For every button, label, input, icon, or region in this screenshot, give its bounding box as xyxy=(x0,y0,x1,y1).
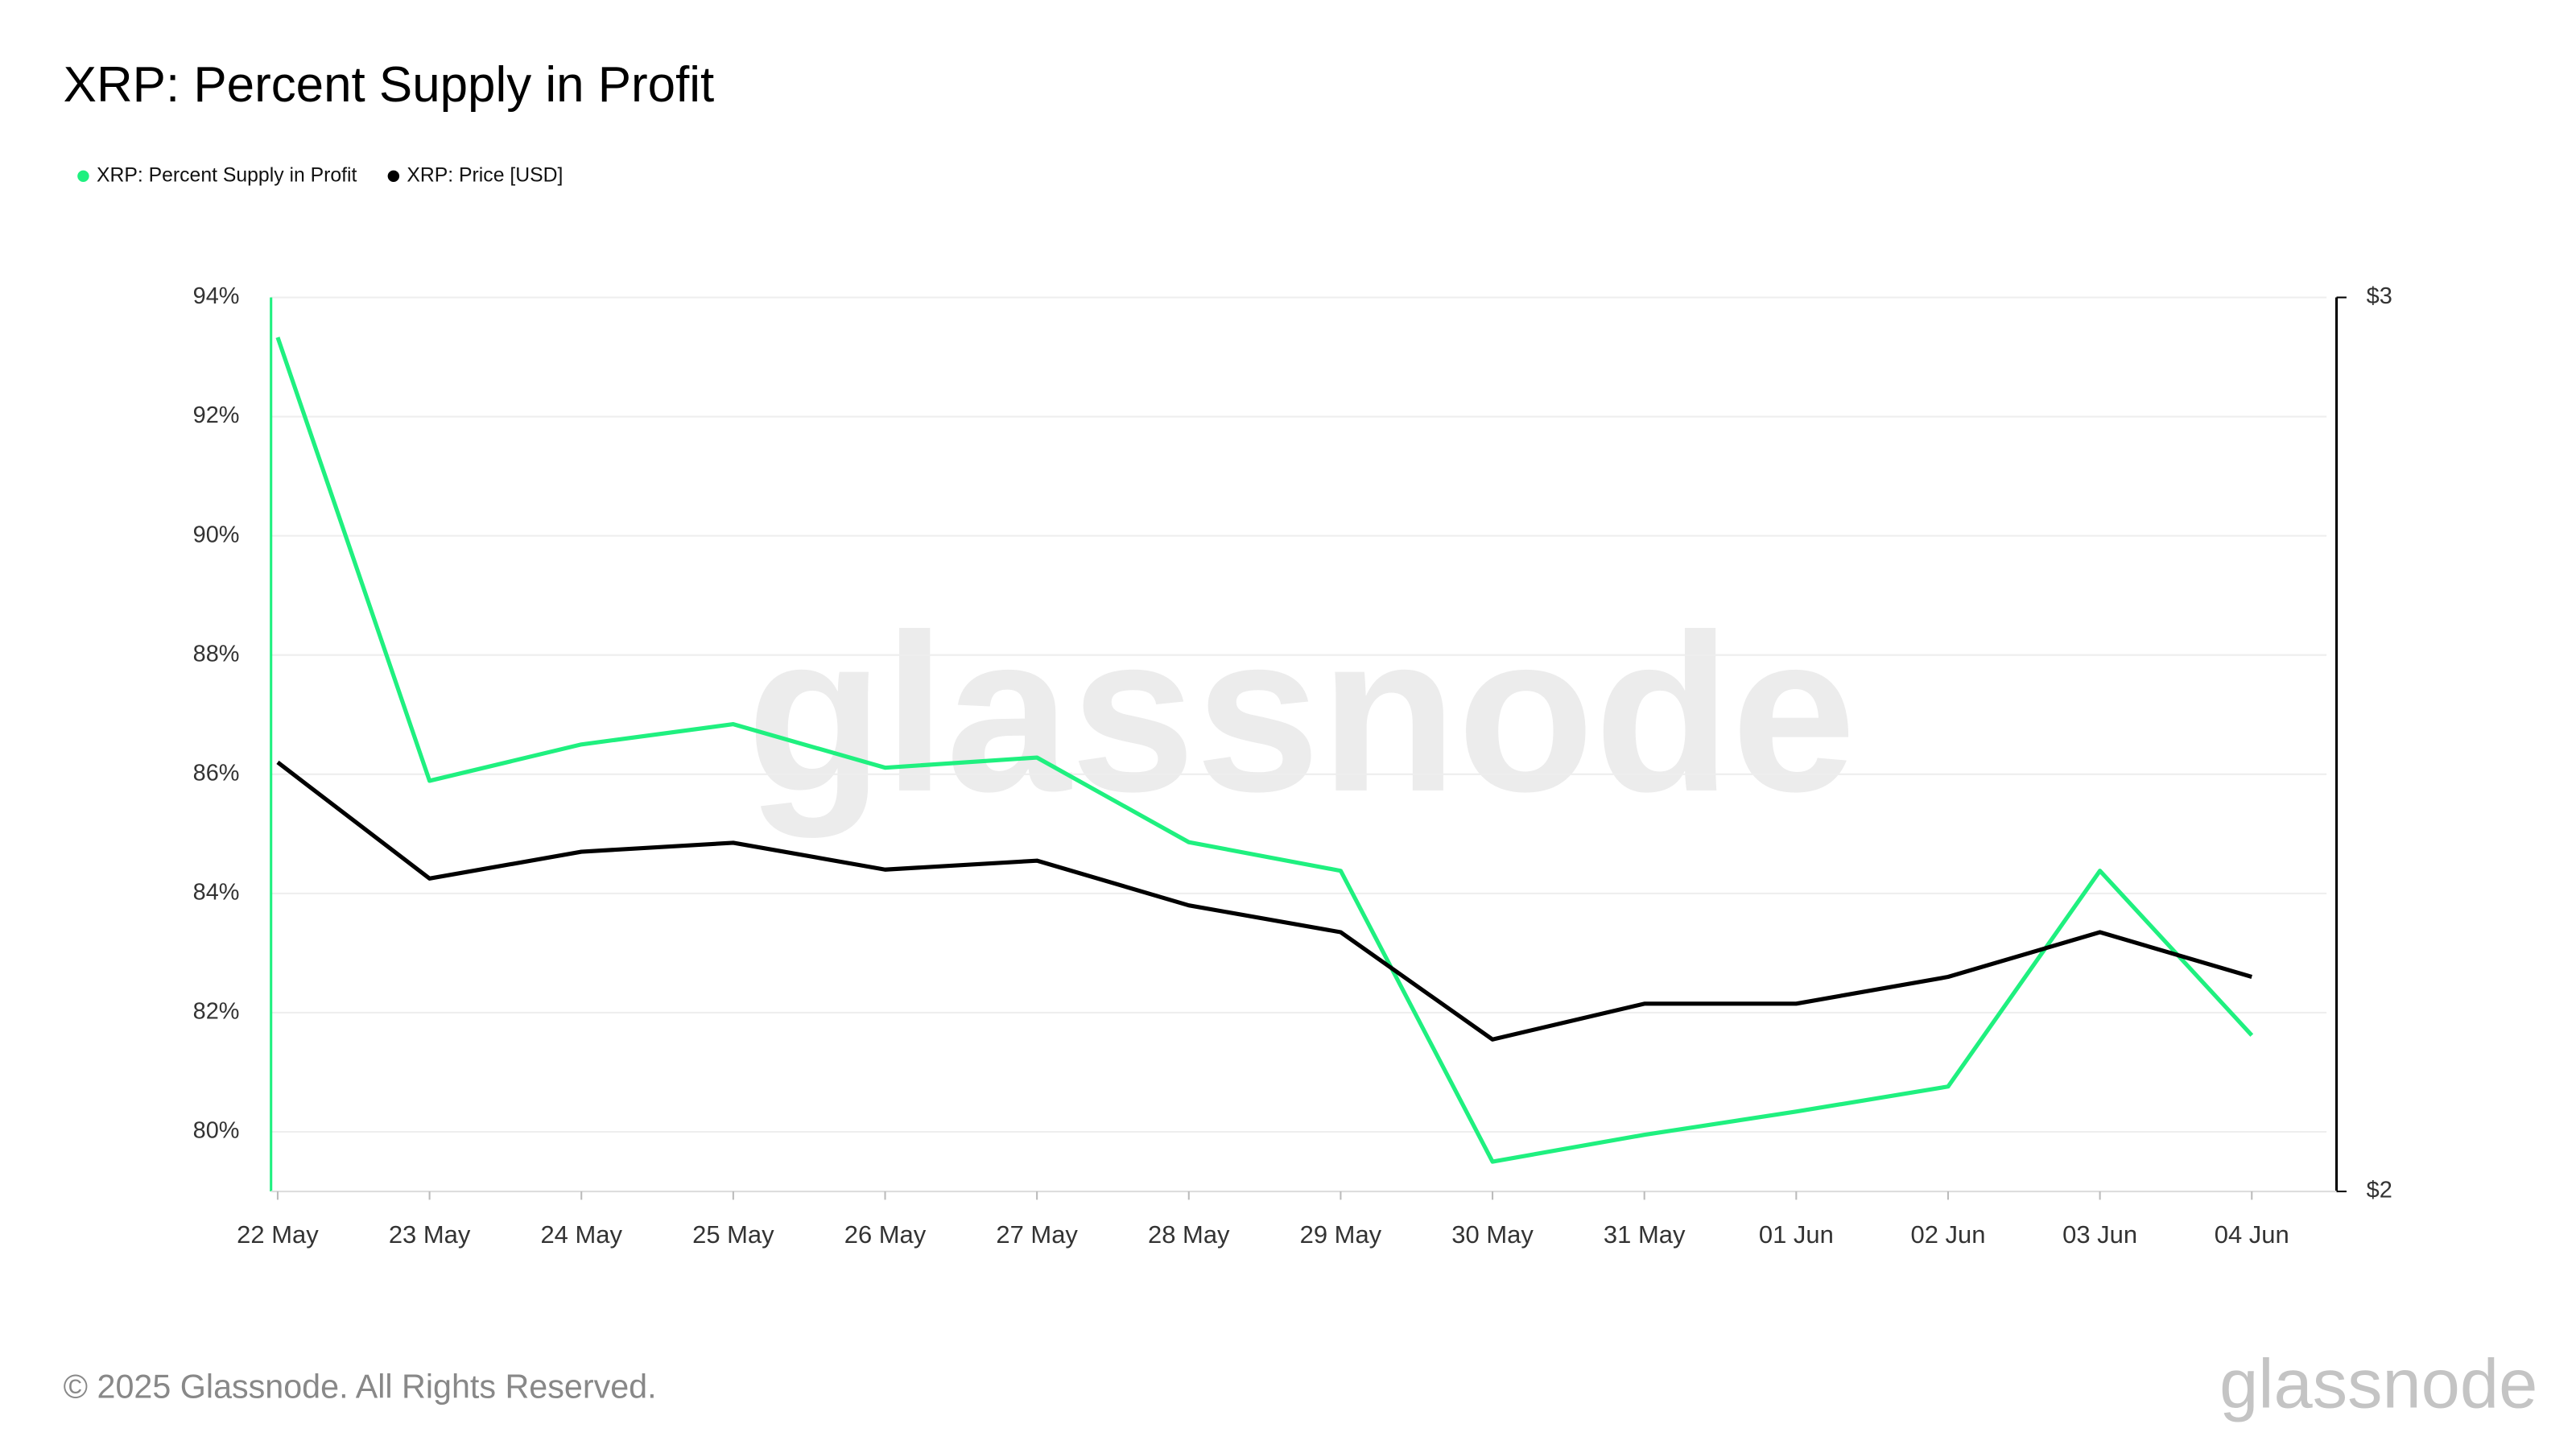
x-tick-label: 31 May xyxy=(1604,1220,1686,1249)
y-tick-label: 84% xyxy=(193,879,240,905)
y-tick-label: 92% xyxy=(193,402,240,428)
x-tick-label: 04 Jun xyxy=(2215,1220,2289,1249)
y-tick-label: 80% xyxy=(193,1118,240,1144)
x-tick-label: 24 May xyxy=(540,1220,622,1249)
legend-label: XRP: Price [USD] xyxy=(407,164,563,186)
x-tick-label: 30 May xyxy=(1451,1220,1534,1249)
x-tick-label: 25 May xyxy=(692,1220,774,1249)
legend-marker xyxy=(387,170,400,183)
x-tick-label: 28 May xyxy=(1148,1220,1230,1249)
legend-label: XRP: Percent Supply in Profit xyxy=(97,164,357,186)
chart-title: XRP: Percent Supply in Profit xyxy=(64,57,715,113)
series-line xyxy=(276,760,2252,1042)
x-tick-label: 22 May xyxy=(237,1220,319,1249)
footer: © 2025 Glassnode. All Rights Reserved. xyxy=(64,1368,657,1406)
legend-marker xyxy=(77,170,89,183)
y-tick-label: 90% xyxy=(193,522,240,547)
y-tick-label: 86% xyxy=(193,760,240,786)
x-tick-label: 02 Jun xyxy=(1911,1220,1986,1249)
y-tick-label: 94% xyxy=(193,283,240,309)
watermark: glassnode xyxy=(746,588,1856,840)
x-tick-label: 27 May xyxy=(996,1220,1078,1249)
x-tick-label: 03 Jun xyxy=(2062,1220,2137,1249)
y2-tick-label: $2 xyxy=(2367,1178,2392,1203)
y-tick-label: 82% xyxy=(193,999,240,1025)
y2-tick-label: $3 xyxy=(2367,283,2392,309)
x-tick-label: 29 May xyxy=(1300,1220,1382,1249)
x-tick-label: 23 May xyxy=(389,1220,471,1249)
x-tick-label: 01 Jun xyxy=(1759,1220,1834,1249)
logo: glassnode xyxy=(2219,1346,2537,1423)
y-tick-label: 88% xyxy=(193,641,240,667)
x-tick-label: 26 May xyxy=(844,1220,927,1249)
series-line xyxy=(275,336,2254,1164)
